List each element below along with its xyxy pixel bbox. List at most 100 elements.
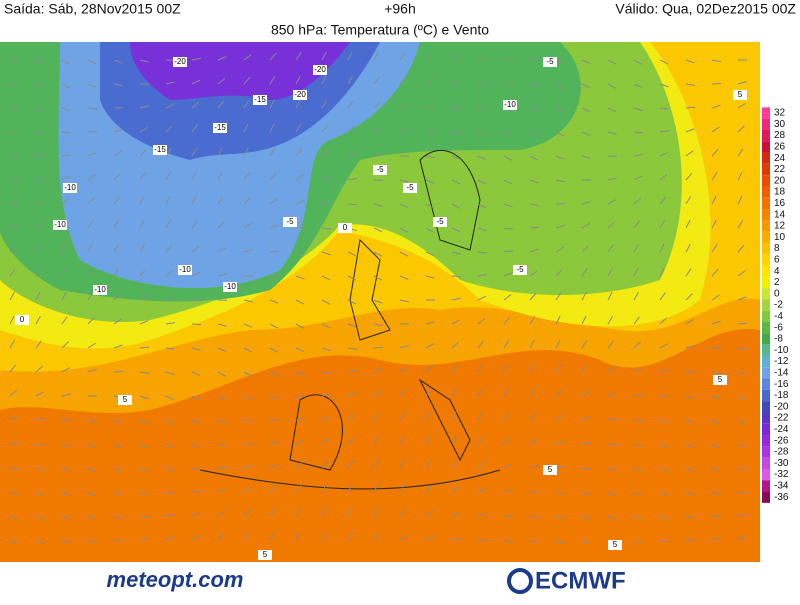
- colorbar-swatch: [762, 311, 770, 322]
- contour-label: 5: [263, 550, 268, 559]
- colorbar-swatch: [762, 424, 770, 435]
- colorbar-swatch: [762, 492, 770, 503]
- colorbar-label: 14: [774, 209, 786, 220]
- colorbar-label: -4: [774, 311, 783, 322]
- contour-label: -5: [286, 217, 294, 226]
- colorbar-swatch: [762, 277, 770, 288]
- colorbar-swatch: [762, 209, 770, 220]
- colorbar-swatch: [762, 220, 770, 231]
- colorbar-label: -16: [774, 379, 789, 390]
- contour-label: -10: [224, 282, 236, 291]
- colorbar-swatch: [762, 345, 770, 356]
- colorbar-label: 28: [774, 130, 786, 141]
- contour-label: -10: [179, 265, 191, 274]
- contour-label: -10: [504, 100, 516, 109]
- colorbar-swatch: [762, 288, 770, 299]
- contour-label: -10: [94, 285, 106, 294]
- contour-label: -5: [376, 165, 384, 174]
- colorbar-swatch: [762, 356, 770, 367]
- colorbar-swatch: [762, 119, 770, 130]
- colorbar-label: -26: [774, 435, 789, 446]
- issued-time: Saída: Sáb, 28Nov2015 00Z: [4, 1, 181, 17]
- colorbar-label: -34: [774, 481, 789, 492]
- colorbar-label: 26: [774, 142, 786, 153]
- map: -20-20-15-15-10-10-10-5-5-5-10-5005555-5…: [0, 42, 760, 562]
- colorbar-label: 8: [774, 243, 780, 254]
- contour-label: 0: [20, 315, 25, 324]
- colorbar-label: -22: [774, 413, 789, 424]
- colorbar-label: 18: [774, 187, 786, 198]
- contour-label: -20: [174, 57, 186, 66]
- contour-label: -15: [214, 123, 226, 132]
- wind-arrow: [556, 467, 565, 468]
- contour-label: -15: [154, 145, 166, 154]
- colorbar-label: -32: [774, 469, 789, 480]
- meteopt-logo: meteopt.com: [107, 567, 244, 592]
- colorbar-label: 16: [774, 198, 786, 209]
- colorbar: 32302826242220181614121086420-2-4-6-8-10…: [762, 107, 789, 502]
- colorbar-swatch: [762, 458, 770, 469]
- contour-label: -15: [254, 95, 266, 104]
- wind-arrow: [192, 324, 201, 325]
- colorbar-swatch: [762, 243, 770, 254]
- lead-time: +96h: [384, 1, 416, 17]
- colorbar-swatch: [762, 266, 770, 277]
- colorbar-swatch: [762, 232, 770, 243]
- colorbar-label: -14: [774, 368, 789, 379]
- wind-arrow: [634, 420, 643, 421]
- colorbar-swatch: [762, 141, 770, 152]
- colorbar-label: 24: [774, 153, 786, 164]
- wind-arrow: [296, 396, 305, 397]
- colorbar-label: -18: [774, 390, 789, 401]
- colorbar-swatch: [762, 469, 770, 480]
- colorbar-swatch: [762, 435, 770, 446]
- colorbar-label: 20: [774, 175, 786, 186]
- colorbar-swatch: [762, 198, 770, 209]
- colorbar-swatch: [762, 107, 770, 118]
- colorbar-swatch: [762, 186, 770, 197]
- colorbar-label: -24: [774, 424, 789, 435]
- wind-arrow: [738, 492, 747, 493]
- colorbar-swatch: [762, 254, 770, 265]
- colorbar-label: 30: [774, 119, 786, 130]
- ecmwf-emblem: [509, 570, 531, 592]
- contour-label: -5: [406, 183, 414, 192]
- colorbar-label: 12: [774, 221, 786, 232]
- colorbar-swatch: [762, 379, 770, 390]
- contour-label: 5: [718, 375, 723, 384]
- colorbar-swatch: [762, 153, 770, 164]
- colorbar-swatch: [762, 299, 770, 310]
- colorbar-label: 6: [774, 255, 780, 266]
- colorbar-label: 32: [774, 108, 786, 119]
- map-title: 850 hPa: Temperatura (ºC) e Vento: [271, 22, 489, 38]
- colorbar-swatch: [762, 446, 770, 457]
- colorbar-swatch: [762, 322, 770, 333]
- colorbar-label: 10: [774, 232, 786, 243]
- colorbar-swatch: [762, 175, 770, 186]
- wind-arrow: [530, 60, 539, 61]
- contour-label: 5: [123, 395, 128, 404]
- colorbar-label: 2: [774, 277, 780, 288]
- colorbar-label: -20: [774, 401, 789, 412]
- colorbar-label: 4: [774, 266, 780, 277]
- colorbar-swatch: [762, 390, 770, 401]
- colorbar-swatch: [762, 480, 770, 491]
- colorbar-label: -30: [774, 458, 789, 469]
- colorbar-swatch: [762, 401, 770, 412]
- colorbar-label: -12: [774, 356, 789, 367]
- valid-time: Válido: Qua, 02Dez2015 00Z: [615, 1, 796, 17]
- colorbar-label: -6: [774, 322, 783, 333]
- colorbar-swatch: [762, 164, 770, 175]
- contour-label: 5: [613, 540, 618, 549]
- wind-arrow: [452, 107, 461, 108]
- colorbar-swatch: [762, 130, 770, 141]
- colorbar-label: 0: [774, 288, 780, 299]
- wind-arrow: [374, 347, 383, 348]
- colorbar-swatch: [762, 333, 770, 344]
- colorbar-swatch: [762, 412, 770, 423]
- contour-label: -5: [436, 217, 444, 226]
- contour-label: 5: [548, 465, 553, 474]
- wind-arrow: [114, 371, 123, 372]
- colorbar-label: -8: [774, 334, 783, 345]
